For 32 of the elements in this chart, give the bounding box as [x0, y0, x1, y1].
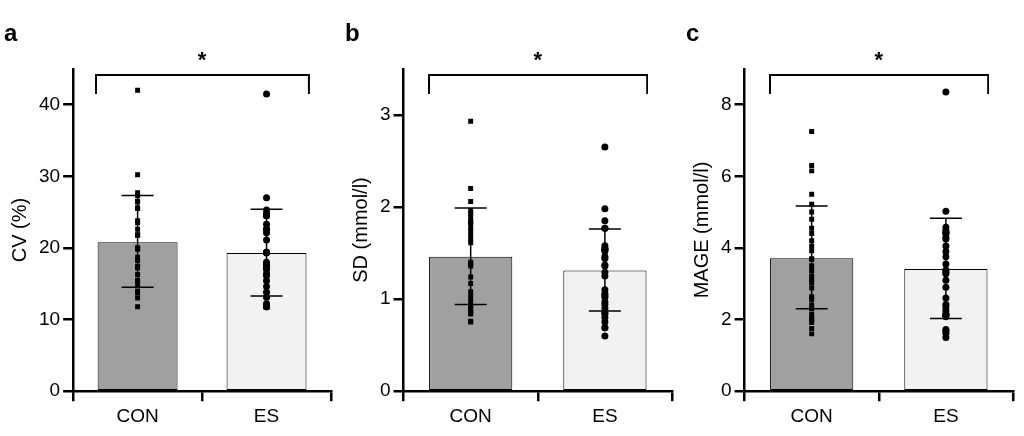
y-tick-label: 1 — [379, 287, 391, 309]
y-tick-label: 20 — [38, 236, 61, 258]
y-tick-label: 6 — [720, 164, 732, 186]
significance-bracket: * — [427, 48, 648, 93]
x-tick-label: ES — [253, 404, 280, 426]
y-axis-title: CV (%) — [7, 197, 30, 263]
y-tick-label: 30 — [38, 164, 61, 186]
y-tick-label: 0 — [720, 379, 732, 401]
x-tick-label: CON — [790, 404, 833, 426]
x-tick-label: CON — [116, 404, 159, 426]
y-tick-label: 0 — [379, 379, 391, 401]
y-tick-label: 2 — [379, 195, 391, 217]
chart-title: a — [4, 19, 18, 47]
significance-bracket: * — [94, 48, 310, 93]
chart-title: b — [345, 19, 360, 47]
y-tick-label: 3 — [379, 103, 391, 125]
significance-bracket: * — [768, 48, 989, 93]
y-tick-label: 0 — [49, 379, 61, 401]
x-tick-label: ES — [592, 404, 618, 426]
y-axis-title: SD (mmol/l) — [348, 177, 371, 283]
annotation: * — [874, 46, 884, 72]
annotation: * — [197, 46, 207, 72]
x-tick-label: ES — [933, 404, 959, 426]
x-tick-label: CON — [449, 404, 492, 426]
y-tick-label: 8 — [720, 92, 732, 114]
y-tick-label: 2 — [720, 307, 732, 329]
annotation: * — [533, 46, 543, 72]
y-tick-label: 4 — [720, 236, 732, 258]
y-axis-title: MAGE (mmol/l) — [689, 161, 712, 299]
y-tick-label: 10 — [38, 307, 61, 329]
chart-title: c — [686, 19, 700, 47]
y-tick-label: 40 — [38, 92, 61, 114]
